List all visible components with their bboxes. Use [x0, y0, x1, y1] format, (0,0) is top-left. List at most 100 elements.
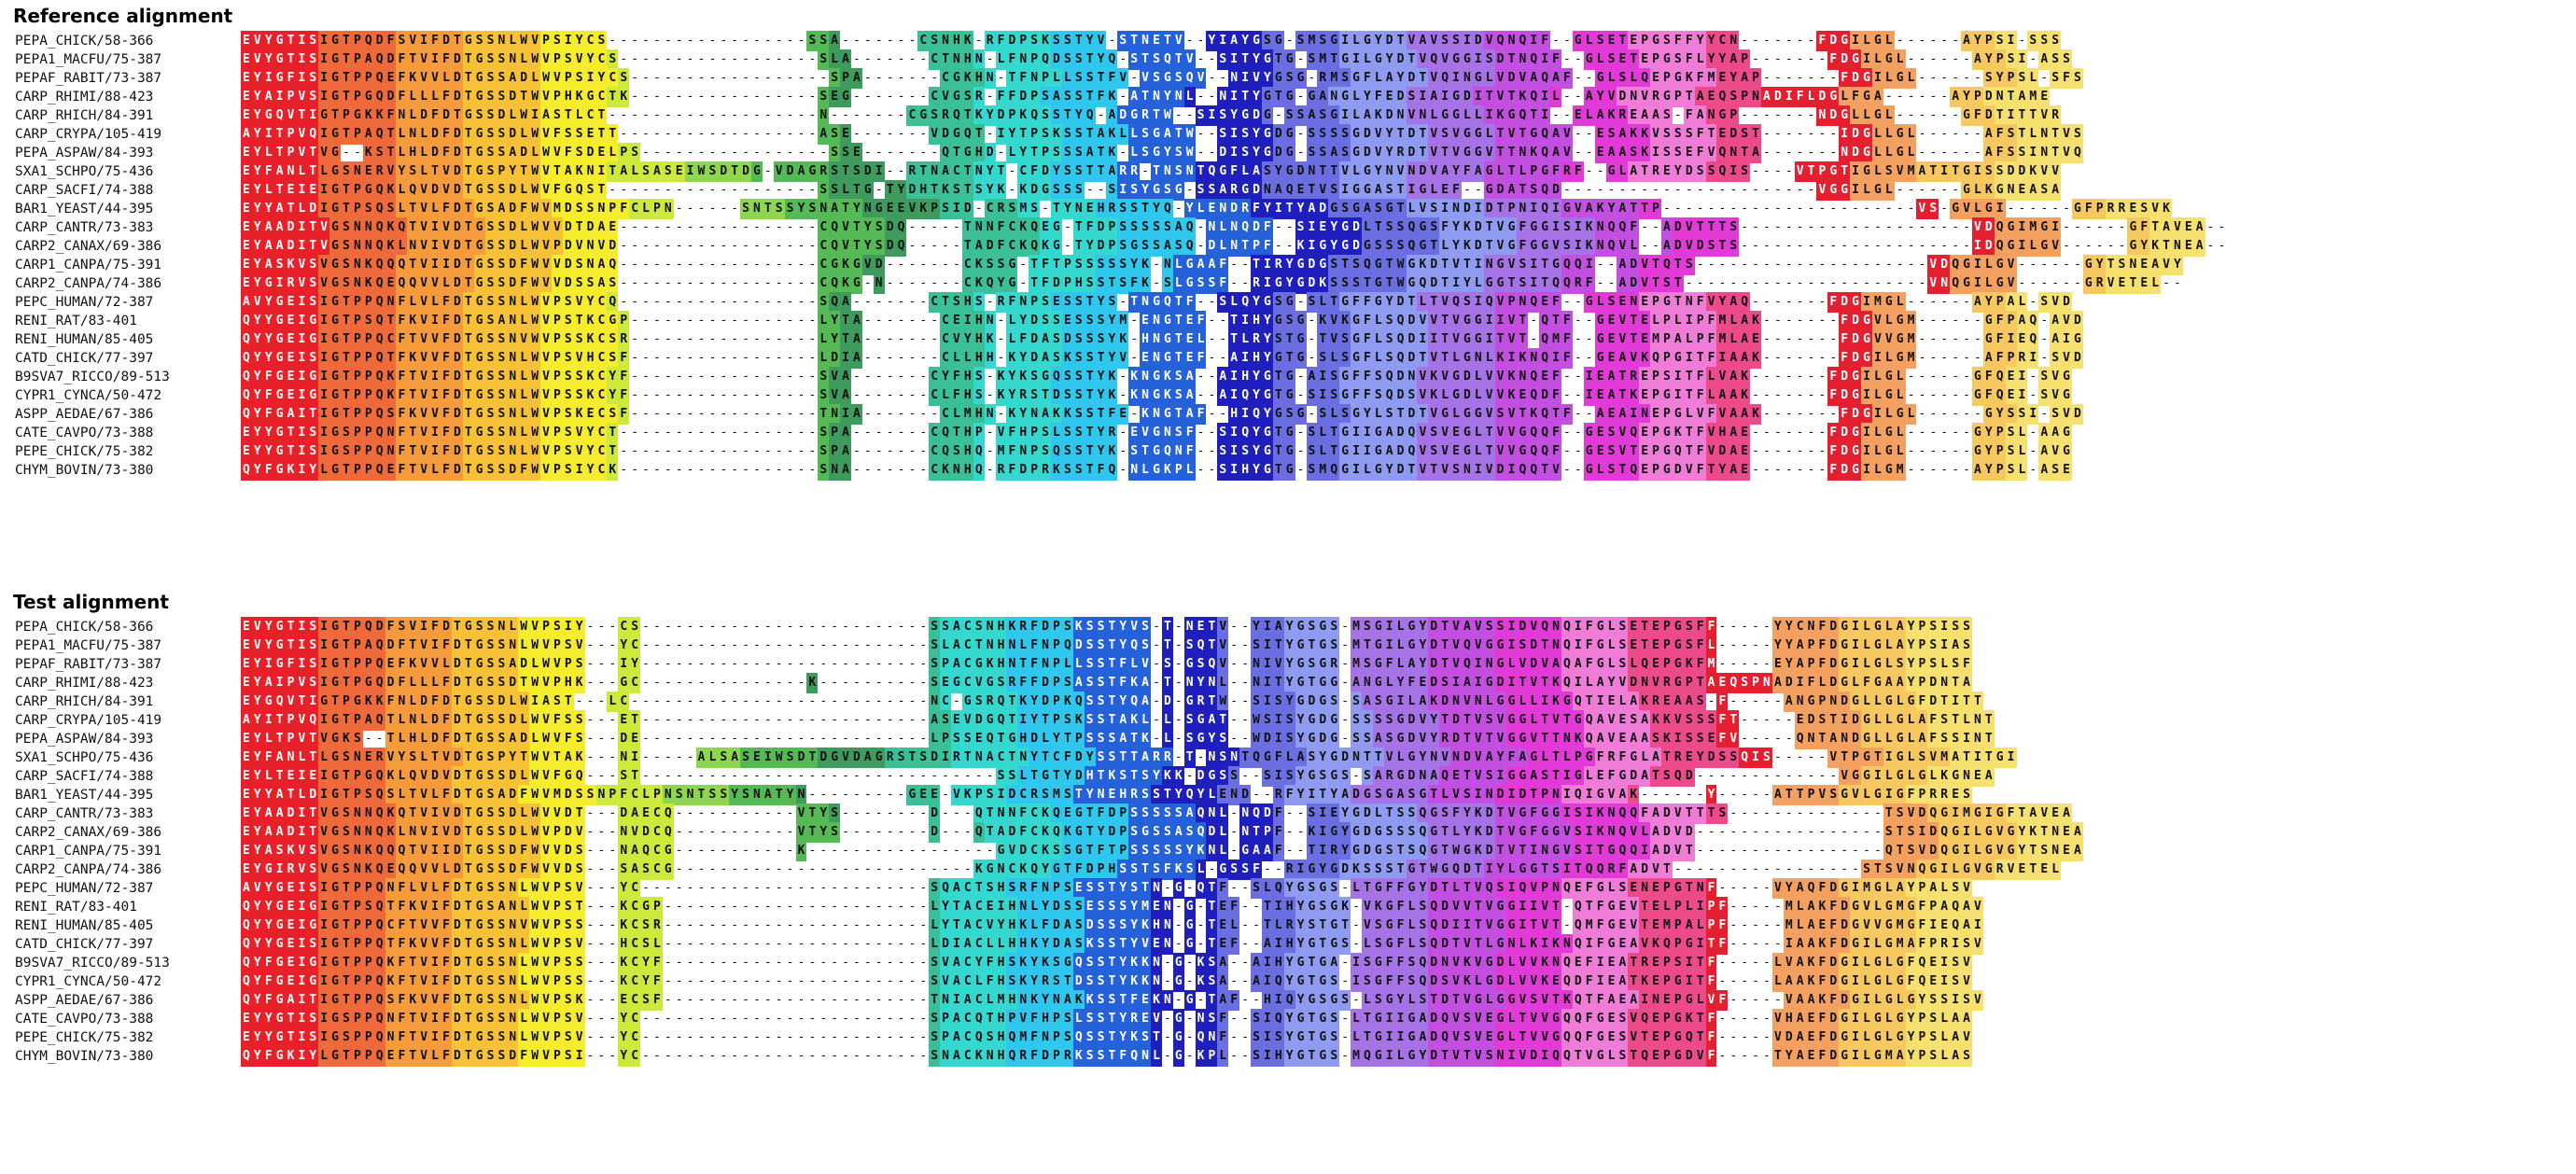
residue-cell: S [940, 617, 951, 637]
residue-cell: T [462, 199, 474, 219]
residue-cell: T [1228, 311, 1240, 331]
residue-cell: Q [1994, 385, 2006, 406]
residue-cell: V [1450, 311, 1462, 331]
residue-cell: A [829, 31, 841, 51]
residue-cell: N [351, 161, 363, 182]
residue-cell: A [850, 348, 862, 369]
residue-cell: G [1594, 636, 1606, 656]
residue-cell: T [462, 311, 474, 331]
gap-cell: - [1763, 388, 1771, 402]
residue-cell: S [1106, 255, 1118, 275]
residue-cell: Q [1661, 255, 1673, 275]
residue-cell: P [351, 673, 363, 693]
residue-cell: D [1461, 87, 1473, 107]
residue-cell: V [1140, 654, 1152, 675]
residue-cell: A [951, 636, 962, 656]
residue-cell: K [1461, 217, 1473, 238]
residue-cell: A [1728, 385, 1740, 406]
residue-cell: S [1450, 31, 1462, 51]
gap-cell: - [875, 108, 883, 122]
residue-cell: L [1051, 423, 1062, 443]
residue-cell: G [1961, 180, 1972, 201]
residue-cell: S [1117, 236, 1129, 257]
gap-cell: - [1652, 183, 1659, 197]
gap-cell: - [1185, 34, 1194, 48]
residue-cell: I [418, 617, 430, 637]
gap-cell: - [2218, 239, 2226, 253]
gap-cell: - [1752, 276, 1759, 290]
gap-cell: - [763, 314, 772, 328]
gap-cell: - [1241, 638, 1250, 652]
gap-cell: - [1796, 71, 1804, 85]
residue-cell: T [1051, 199, 1062, 219]
residue-cell: G [1251, 31, 1262, 51]
gap-cell: - [2018, 34, 2026, 48]
residue-cell: V [1617, 329, 1629, 350]
residue-cell: S [407, 161, 419, 182]
residue-cell: Q [373, 124, 385, 145]
residue-cell: V [418, 49, 430, 70]
residue-cell: S [929, 654, 941, 675]
residue-cell: G [1594, 654, 1606, 675]
gap-cell: - [697, 127, 706, 141]
gap-cell: - [675, 108, 683, 122]
residue-cell: I [1850, 31, 1862, 51]
residue-cell: S [551, 617, 563, 637]
residue-cell: V [2050, 441, 2062, 462]
residue-cell: V [418, 236, 430, 257]
residue-cell: F [1550, 292, 1561, 313]
residue-cell: F [262, 367, 274, 387]
residue-cell: S [573, 654, 585, 675]
residue-cell: Y [584, 460, 596, 481]
gap-cell: - [642, 183, 650, 197]
gap-cell: - [1741, 239, 1749, 253]
gap-cell: - [664, 183, 672, 197]
residue-cell: S [573, 710, 585, 731]
residue-cell: L [529, 143, 541, 163]
residue-cell: F [396, 311, 408, 331]
residue-cell: E [241, 143, 252, 163]
residue-cell: Y [1261, 329, 1273, 350]
residue-cell: I [1939, 161, 1951, 182]
gap-cell: - [697, 220, 706, 234]
residue-cell: D [1982, 105, 1995, 126]
residue-cell: S [1072, 311, 1085, 331]
gap-cell: - [853, 388, 861, 402]
sequence-name: CATD_CHICK/77-397 [15, 351, 154, 366]
residue-cell: N [1550, 617, 1561, 637]
sequence-name: PEPAF_RABIT/73-387 [15, 71, 162, 86]
gap-cell: - [897, 463, 905, 477]
residue-cell: P [1994, 49, 2006, 70]
gap-cell: - [1585, 127, 1593, 141]
residue-cell: Q [984, 273, 996, 294]
residue-cell: N [1483, 255, 1495, 275]
residue-cell: K [607, 460, 619, 481]
residue-cell: K [1372, 105, 1384, 126]
residue-cell: Q [1739, 292, 1751, 313]
residue-cell: F [1861, 673, 1872, 693]
residue-cell: S [607, 273, 619, 294]
residue-cell: T [1505, 49, 1518, 70]
residue-cell: G [1672, 404, 1684, 425]
residue-cell: P [2005, 348, 2017, 369]
gap-cell: - [686, 444, 694, 458]
residue-cell: Y [1006, 367, 1018, 387]
gap-cell: - [1929, 351, 1938, 365]
residue-cell: M [1871, 292, 1883, 313]
gap-cell: - [763, 388, 772, 402]
gap-cell: - [1230, 620, 1239, 634]
gap-cell: - [597, 620, 606, 634]
residue-cell: V [296, 143, 308, 163]
residue-cell: G [1450, 49, 1462, 70]
gap-cell: - [1763, 332, 1771, 346]
residue-cell: V [441, 180, 452, 201]
gap-cell: - [1785, 146, 1793, 160]
residue-cell: I [1628, 404, 1640, 425]
sequence-name: CARP_CRYPA/105-419 [15, 127, 162, 142]
residue-cell: E [2116, 273, 2128, 294]
gap-cell: - [686, 407, 694, 421]
gap-cell: - [586, 638, 595, 652]
gap-cell: - [620, 258, 628, 272]
residue-cell: L [1883, 180, 1895, 201]
